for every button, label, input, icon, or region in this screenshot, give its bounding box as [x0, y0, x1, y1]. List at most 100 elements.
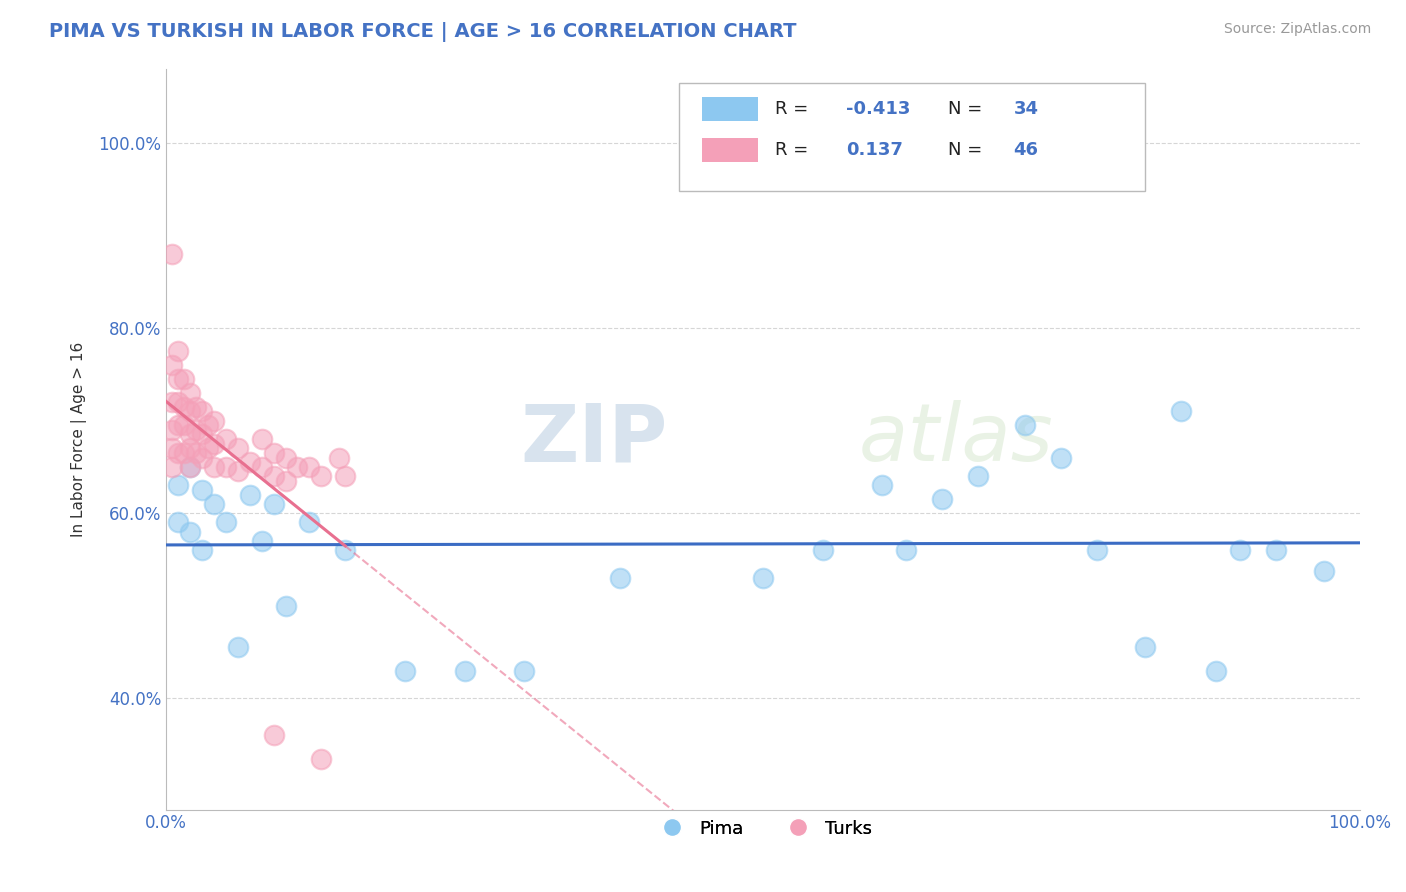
Point	[184, 423, 207, 437]
Point	[167, 478, 190, 492]
Point	[167, 516, 190, 530]
Point	[239, 487, 262, 501]
Point	[1014, 418, 1036, 433]
Point	[752, 571, 775, 585]
Text: atlas: atlas	[858, 400, 1053, 478]
Point	[202, 459, 225, 474]
Text: 34: 34	[1014, 100, 1039, 119]
Text: 0.137: 0.137	[846, 141, 903, 159]
Point	[239, 455, 262, 469]
Point	[1265, 543, 1288, 558]
Text: PIMA VS TURKISH IN LABOR FORCE | AGE > 16 CORRELATION CHART: PIMA VS TURKISH IN LABOR FORCE | AGE > 1…	[49, 22, 797, 42]
Point	[870, 478, 893, 492]
Text: N =: N =	[948, 100, 988, 119]
Point	[197, 418, 219, 433]
Point	[1205, 664, 1227, 678]
Point	[173, 446, 195, 460]
Point	[179, 459, 201, 474]
FancyBboxPatch shape	[679, 83, 1144, 191]
Point	[263, 497, 285, 511]
Point	[179, 404, 201, 418]
Text: R =: R =	[775, 141, 814, 159]
Point	[250, 459, 273, 474]
Text: 46: 46	[1014, 141, 1039, 159]
Point	[298, 459, 321, 474]
Legend: Pima, Turks: Pima, Turks	[647, 813, 879, 845]
Point	[215, 459, 238, 474]
Point	[966, 469, 988, 483]
Point	[1170, 404, 1192, 418]
Point	[609, 571, 631, 585]
Text: N =: N =	[948, 141, 988, 159]
Point	[173, 418, 195, 433]
Point	[167, 344, 190, 359]
Point	[263, 728, 285, 742]
Point	[191, 543, 214, 558]
Point	[160, 459, 183, 474]
Point	[179, 459, 201, 474]
Point	[335, 469, 357, 483]
Point	[160, 247, 183, 261]
Point	[1050, 450, 1073, 465]
Point	[226, 640, 249, 655]
Point	[263, 469, 285, 483]
Point	[215, 516, 238, 530]
Point	[328, 450, 350, 465]
Point	[1085, 543, 1108, 558]
FancyBboxPatch shape	[702, 138, 758, 161]
Point	[202, 413, 225, 427]
Point	[197, 442, 219, 456]
Text: -0.413: -0.413	[846, 100, 911, 119]
Point	[453, 664, 475, 678]
Point	[311, 469, 333, 483]
Point	[167, 395, 190, 409]
Point	[179, 427, 201, 442]
Point	[173, 400, 195, 414]
Y-axis label: In Labor Force | Age > 16: In Labor Force | Age > 16	[72, 342, 87, 537]
Point	[191, 404, 214, 418]
Point	[394, 664, 416, 678]
Point	[250, 432, 273, 446]
Point	[274, 450, 297, 465]
Point	[215, 432, 238, 446]
Point	[160, 395, 183, 409]
Point	[167, 446, 190, 460]
Point	[298, 516, 321, 530]
Point	[1229, 543, 1251, 558]
Point	[160, 442, 183, 456]
Point	[179, 385, 201, 400]
Point	[250, 533, 273, 548]
Point	[274, 474, 297, 488]
Text: Source: ZipAtlas.com: Source: ZipAtlas.com	[1223, 22, 1371, 37]
Point	[160, 358, 183, 372]
Point	[173, 372, 195, 386]
Point	[1133, 640, 1156, 655]
Point	[263, 446, 285, 460]
Point	[1312, 564, 1334, 578]
Point	[167, 372, 190, 386]
Text: R =: R =	[775, 100, 814, 119]
Point	[191, 450, 214, 465]
Point	[931, 492, 953, 507]
Point	[274, 599, 297, 613]
Point	[167, 418, 190, 433]
Point	[184, 446, 207, 460]
Point	[311, 751, 333, 765]
Point	[811, 543, 834, 558]
Point	[894, 543, 917, 558]
Point	[191, 483, 214, 497]
Point	[287, 459, 309, 474]
Point	[160, 423, 183, 437]
Text: ZIP: ZIP	[520, 400, 668, 478]
Point	[191, 427, 214, 442]
Point	[226, 465, 249, 479]
Point	[202, 497, 225, 511]
Point	[513, 664, 536, 678]
Point	[184, 400, 207, 414]
Point	[226, 442, 249, 456]
Point	[335, 543, 357, 558]
Point	[202, 436, 225, 450]
FancyBboxPatch shape	[702, 97, 758, 121]
Point	[179, 442, 201, 456]
Point	[179, 524, 201, 539]
